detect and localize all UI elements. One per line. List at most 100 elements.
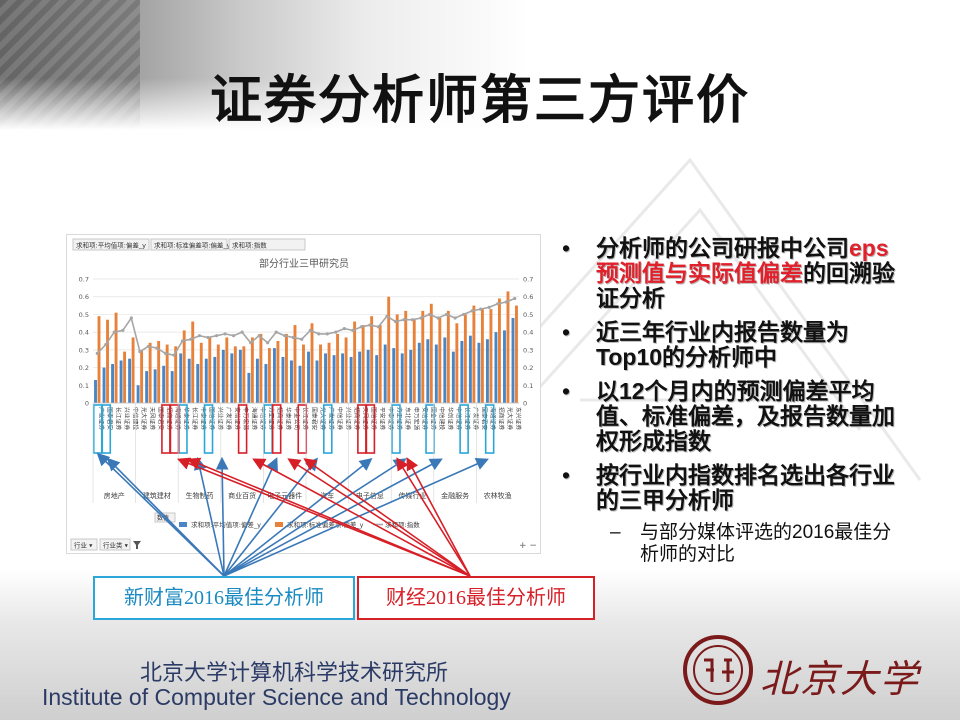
bar-std-deviation	[480, 309, 484, 403]
bar-avg-deviation	[468, 335, 472, 403]
y-tick-right: 0.2	[523, 364, 533, 372]
bar-avg-deviation	[238, 349, 242, 403]
bar-avg-deviation	[375, 355, 379, 403]
highlight-box-red	[271, 404, 282, 454]
bar-std-deviation	[455, 323, 459, 403]
point-index	[427, 312, 432, 317]
bar-avg-deviation	[136, 385, 140, 403]
bar-avg-deviation	[383, 344, 387, 403]
bullet-2: • 近三年行业内报告数量为Top10的分析师中	[560, 320, 900, 370]
bar-avg-deviation	[221, 349, 225, 403]
bar-std-deviation	[319, 344, 322, 403]
point-index	[385, 314, 389, 318]
point-index	[462, 312, 466, 317]
y-tick-left: 0.1	[79, 382, 89, 390]
bullet-highlight: eps预测值与实际值偏差	[596, 235, 889, 286]
point-index	[334, 330, 338, 334]
bullet-text: 的回溯验证分析	[596, 260, 895, 311]
analyst-label: 安信证券	[421, 407, 429, 430]
bar-avg-deviation	[170, 371, 174, 403]
point-index	[351, 328, 355, 332]
bar-avg-deviation	[111, 364, 114, 403]
point-index	[444, 312, 449, 317]
point-index	[453, 316, 457, 320]
bar-avg-deviation	[451, 351, 455, 403]
bar-avg-deviation	[281, 356, 285, 403]
point-index	[283, 334, 287, 338]
bar-std-deviation	[140, 349, 144, 403]
industry-label: 商业百货	[228, 491, 256, 500]
bar-avg-deviation	[392, 348, 396, 403]
bullet-dot: •	[562, 319, 571, 345]
bar-avg-deviation	[434, 344, 438, 403]
bar-std-deviation	[174, 346, 178, 403]
bar-std-deviation	[387, 296, 391, 403]
analyst-label: 国泰君安	[157, 407, 165, 430]
point-index	[300, 337, 304, 341]
filter-button-industry	[70, 538, 98, 551]
filter-button-label: 行业 ▾	[74, 541, 93, 550]
analyst-label: 东北证券	[404, 407, 412, 430]
bar-avg-deviation	[247, 372, 251, 403]
analyst-label: 东兴证券	[515, 407, 523, 430]
point-index	[189, 337, 193, 341]
analyst-label: 中信建投	[438, 407, 446, 430]
bar-avg-deviation	[460, 341, 464, 403]
bar-std-deviation	[395, 314, 399, 403]
analyst-label: 海通证券	[251, 407, 259, 430]
bar-avg-deviation	[298, 365, 302, 403]
bar-std-deviation	[489, 309, 493, 403]
point-index	[197, 334, 202, 338]
bar-std-deviation	[106, 319, 109, 403]
bar-avg-deviation	[272, 348, 276, 403]
field-button-label: 求和项:平均值项:偏差_y	[76, 241, 146, 250]
y-tick-right: 0.5	[523, 311, 533, 319]
bar-std-deviation	[421, 310, 425, 403]
bar-avg-deviation	[196, 364, 200, 403]
point-index	[359, 325, 363, 329]
bar-std-deviation	[148, 342, 152, 403]
bar-std-deviation	[370, 316, 374, 403]
bar-avg-deviation	[366, 349, 370, 403]
pku-name-calligraphy: 北京大学	[760, 657, 921, 701]
point-index	[231, 334, 236, 338]
analyst-label: 长江证券	[191, 407, 199, 430]
analyst-label: 光大证券	[140, 407, 148, 430]
bar-std-deviation	[131, 337, 135, 403]
analyst-label: 光大证券	[319, 407, 327, 430]
bar-avg-deviation	[153, 369, 157, 403]
industry-label: 生物制药	[186, 491, 214, 500]
y-tick-left: 0.7	[79, 276, 89, 284]
bar-avg-deviation	[417, 342, 421, 403]
bar-std-deviation	[216, 344, 220, 403]
highlight-box-red	[237, 404, 248, 454]
bar-std-deviation	[259, 333, 263, 403]
y-tick-left: 0.2	[79, 364, 89, 372]
industry-label: 金融服务	[441, 491, 469, 500]
field-button-label: 求和项:指数	[232, 241, 267, 250]
pivot-chart-panel[interactable]: 求和项:平均值项:偏差_y 求和项:标准偏差项:偏差_y 求和项:指数 部分行业三甲研…	[66, 234, 541, 554]
bullet-text: 近三年行业内报告数量为Top10的分析师中	[596, 319, 849, 370]
y-tick-left: 0.6	[79, 293, 89, 301]
bar-avg-deviation	[503, 330, 506, 403]
bar-avg-deviation	[341, 353, 345, 403]
analyst-label: 华泰证券	[285, 407, 293, 430]
point-index	[470, 309, 474, 313]
point-index	[419, 316, 423, 320]
y-tick-right: 0.6	[523, 293, 533, 301]
bar-avg-deviation	[290, 360, 293, 403]
bar-avg-deviation	[358, 351, 362, 403]
bullet-text: 按行业内指数排名选出各行业的三甲分析师	[596, 462, 895, 513]
legend-swatch	[275, 522, 283, 527]
bar-avg-deviation	[264, 364, 268, 403]
bar-avg-deviation	[255, 358, 259, 403]
bar-std-deviation	[412, 319, 416, 403]
point-index	[163, 351, 168, 355]
bar-std-deviation	[225, 337, 229, 403]
industry-label: 传媒行业	[399, 491, 427, 500]
bar-avg-deviation	[332, 355, 336, 403]
point-index	[317, 332, 321, 336]
industry-label: 电子元器件	[267, 491, 302, 500]
analyst-label: 光大证券	[506, 407, 514, 430]
point-index	[155, 346, 159, 350]
